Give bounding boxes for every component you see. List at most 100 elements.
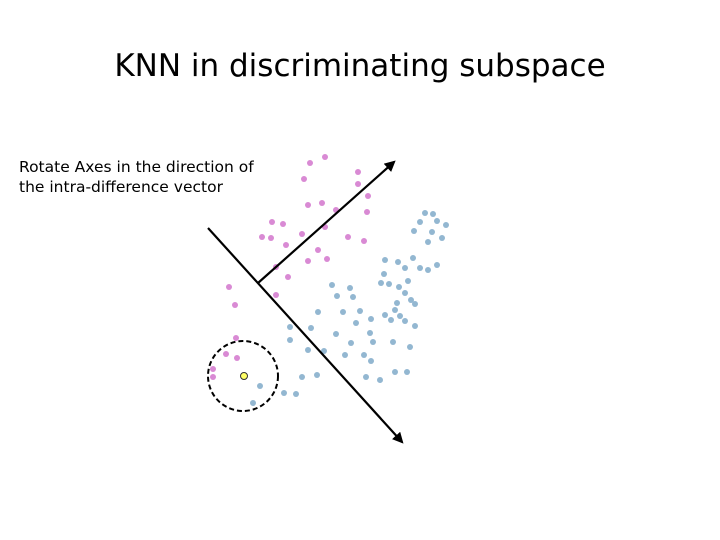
slide-title: KNN in discriminating subspace: [114, 48, 606, 84]
blue-point: [340, 309, 346, 315]
blue-point: [281, 390, 287, 396]
points: [210, 154, 449, 406]
neighborhood: [207, 340, 279, 412]
pink-point: [210, 366, 216, 372]
pink-point: [364, 209, 370, 215]
blue-point: [293, 391, 299, 397]
pink-point: [361, 238, 367, 244]
blue-point: [405, 278, 411, 284]
blue-point: [410, 255, 416, 261]
pink-point: [301, 176, 307, 182]
blue-point: [347, 285, 353, 291]
blue-point: [411, 228, 417, 234]
blue-point: [402, 290, 408, 296]
blue-point: [439, 235, 445, 241]
blue-point: [334, 293, 340, 299]
pink-point: [269, 219, 275, 225]
blue-point: [329, 282, 335, 288]
blue-point: [434, 262, 440, 268]
pink-point: [210, 374, 216, 380]
blue-point: [287, 337, 293, 343]
pink-point: [315, 247, 321, 253]
blue-point: [386, 281, 392, 287]
pink-point: [319, 200, 325, 206]
note-line: the intra-difference vector: [19, 178, 223, 196]
blue-point: [394, 300, 400, 306]
blue-point: [430, 211, 436, 217]
pink-point: [273, 292, 279, 298]
pink-point: [365, 193, 371, 199]
blue-point: [429, 229, 435, 235]
axis-arrow: [207, 227, 404, 444]
pink-point: [324, 256, 330, 262]
pink-point: [232, 302, 238, 308]
blue-point: [287, 324, 293, 330]
blue-point: [314, 372, 320, 378]
blue-point: [434, 218, 440, 224]
blue-point: [407, 344, 413, 350]
blue-point: [417, 265, 423, 271]
blue-point: [425, 239, 431, 245]
blue-point: [425, 267, 431, 273]
pink-point: [223, 351, 229, 357]
blue-point: [402, 265, 408, 271]
blue-point: [404, 369, 410, 375]
pink-point: [285, 274, 291, 280]
blue-point: [395, 259, 401, 265]
blue-point: [396, 284, 402, 290]
blue-point: [368, 316, 374, 322]
pink-point: [226, 284, 232, 290]
blue-point: [422, 210, 428, 216]
blue-point: [257, 383, 263, 389]
blue-point: [305, 347, 311, 353]
pink-point: [355, 169, 361, 175]
note: Rotate Axes in the direction of the intr…: [19, 157, 254, 197]
blue-point: [361, 352, 367, 358]
blue-point: [368, 358, 374, 364]
pink-point: [345, 234, 351, 240]
blue-point: [392, 307, 398, 313]
pink-point: [234, 355, 240, 361]
blue-point: [315, 309, 321, 315]
pink-point: [307, 160, 313, 166]
pink-point: [305, 202, 311, 208]
axis-arrow: [257, 160, 396, 284]
blue-point: [390, 339, 396, 345]
blue-point: [382, 257, 388, 263]
blue-point: [363, 374, 369, 380]
pink-point: [299, 231, 305, 237]
blue-point: [382, 312, 388, 318]
pink-point: [322, 154, 328, 160]
pink-point: [268, 235, 274, 241]
pink-point: [355, 181, 361, 187]
blue-point: [381, 271, 387, 277]
blue-point: [377, 377, 383, 383]
blue-point: [397, 313, 403, 319]
blue-point: [333, 331, 339, 337]
note-line: Rotate Axes in the direction of: [19, 158, 254, 176]
blue-point: [412, 301, 418, 307]
pink-point: [305, 258, 311, 264]
blue-point: [250, 400, 256, 406]
blue-point: [342, 352, 348, 358]
blue-point: [392, 369, 398, 375]
blue-point: [299, 374, 305, 380]
blue-point: [350, 294, 356, 300]
blue-point: [412, 323, 418, 329]
blue-point: [417, 219, 423, 225]
blue-point: [378, 280, 384, 286]
blue-point: [388, 317, 394, 323]
blue-point: [402, 318, 408, 324]
blue-point: [443, 222, 449, 228]
blue-point: [370, 339, 376, 345]
pink-point: [283, 242, 289, 248]
pink-point: [259, 234, 265, 240]
pink-point: [233, 335, 239, 341]
blue-point: [357, 308, 363, 314]
pink-point: [280, 221, 286, 227]
blue-point: [353, 320, 359, 326]
blue-point: [308, 325, 314, 331]
blue-point: [367, 330, 373, 336]
